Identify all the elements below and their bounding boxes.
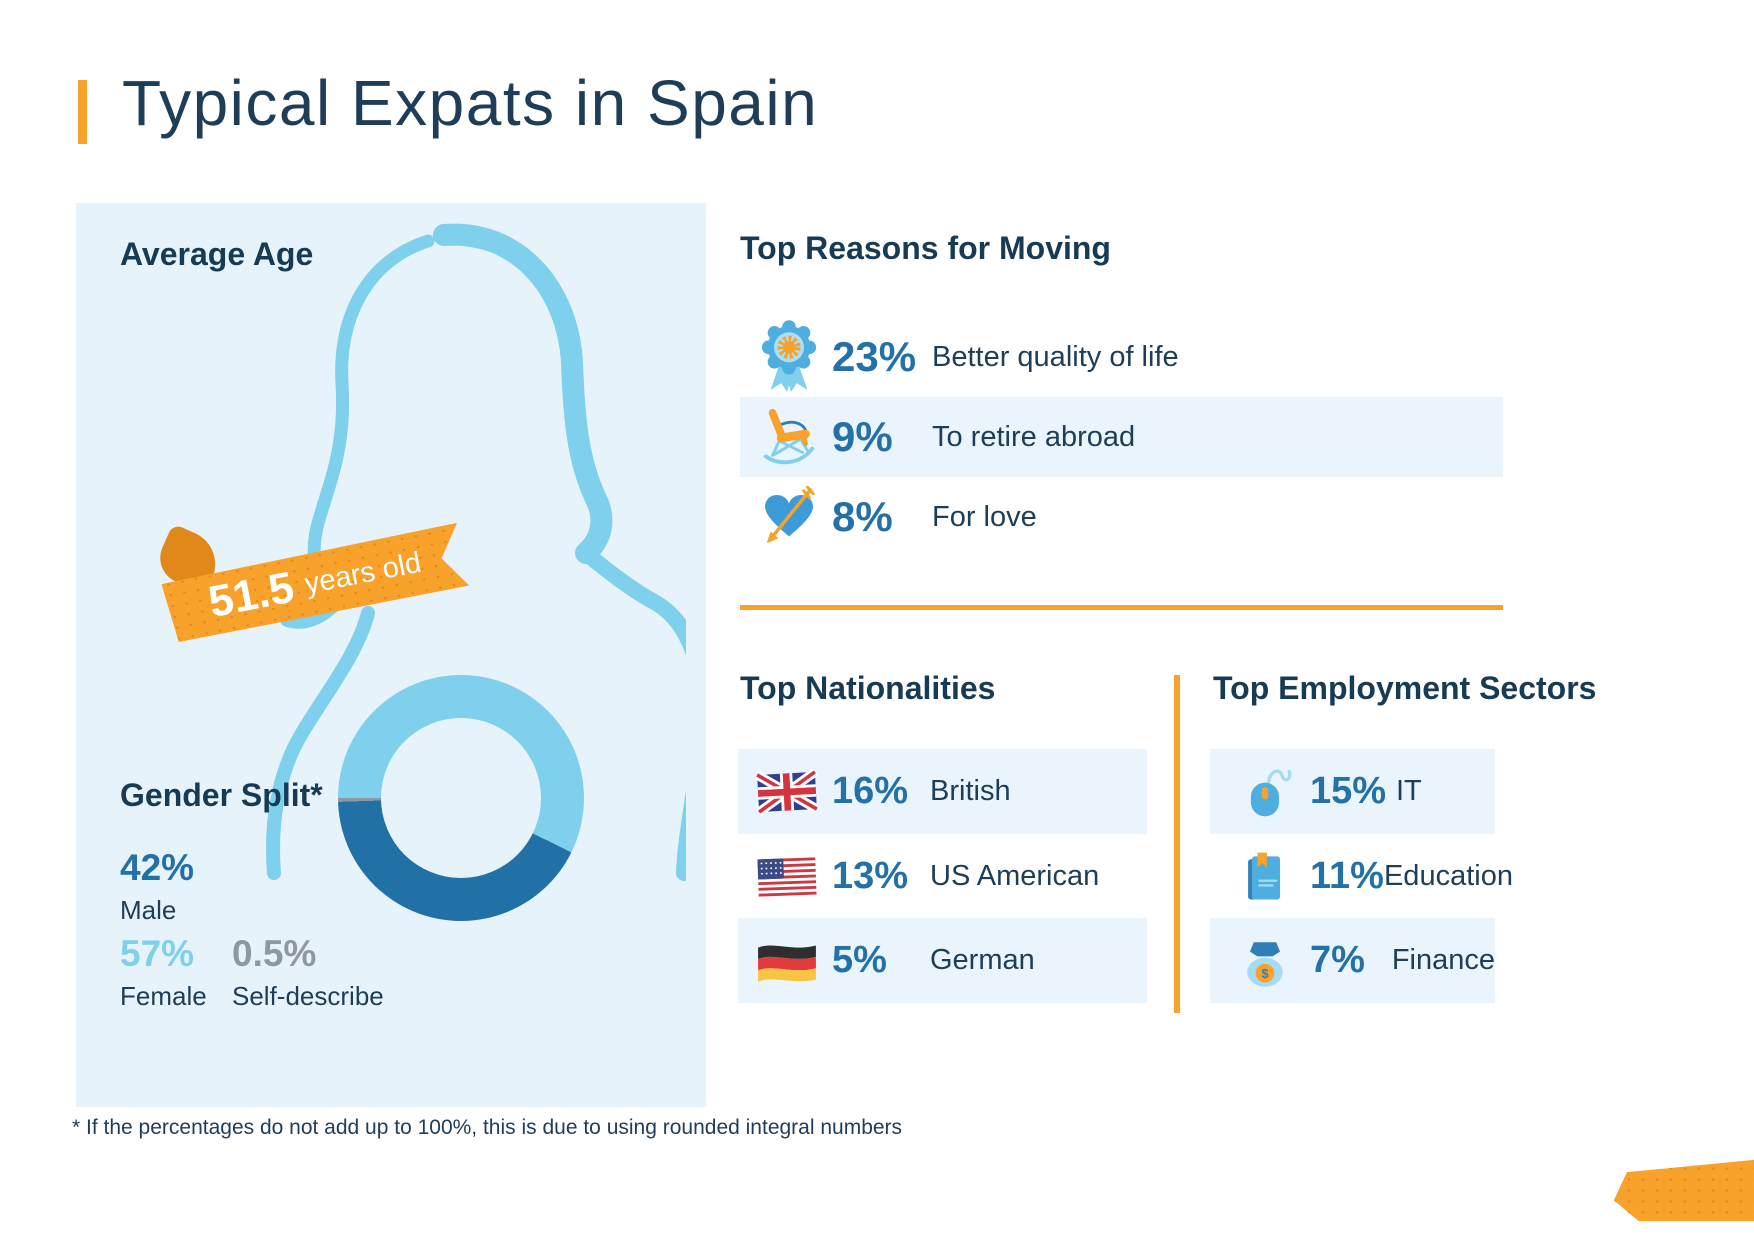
svg-text:$: $ (1261, 965, 1269, 980)
title-accent-bar (78, 80, 87, 144)
reason-row: 8% For love (740, 477, 1503, 557)
nationality-label: German (930, 944, 1035, 976)
rosette-icon (754, 320, 824, 394)
reason-label: For love (932, 500, 1037, 533)
reason-row: 23% Better quality of life (740, 317, 1503, 397)
book-icon (1230, 847, 1300, 907)
german-flag-icon (752, 938, 822, 984)
nationality-label: British (930, 775, 1011, 807)
gender-split-heading: Gender Split* (120, 777, 323, 813)
page-title: Typical Expats in Spain (122, 67, 819, 139)
sectors-heading: Top Employment Sectors (1213, 670, 1597, 706)
nationalities-heading: Top Nationalities (740, 670, 996, 706)
nationality-row: 5% German (738, 918, 1147, 1003)
corner-ribbon (1613, 1159, 1754, 1222)
male-label: Male (120, 895, 177, 925)
nationality-percent: 5% (832, 939, 887, 981)
uk-flag-icon (752, 768, 822, 815)
sector-percent: 7% (1310, 939, 1365, 981)
reason-row: 9% To retire abroad (740, 397, 1503, 477)
money-bag-icon: $ (1230, 931, 1300, 991)
gender-donut-chart (338, 675, 584, 921)
reason-percent: 9% (832, 413, 893, 460)
rocking-chair-icon (754, 406, 824, 468)
computer-mouse-icon (1230, 762, 1300, 822)
us-flag-icon (752, 854, 822, 900)
sector-label: Finance (1391, 944, 1495, 976)
reason-label: Better quality of life (932, 340, 1179, 373)
nationality-percent: 13% (832, 855, 909, 897)
male-percent: 42% (120, 847, 195, 888)
sector-percent: 15% (1310, 770, 1387, 812)
sector-row: 15% IT (1210, 749, 1495, 834)
sector-row: 11% Education (1210, 834, 1513, 919)
footnote: * If the percentages do not add up to 10… (72, 1116, 903, 1139)
average-age-heading: Average Age (120, 236, 314, 272)
nationality-label: US American (930, 860, 1100, 892)
average-age-unit: years old (302, 546, 424, 601)
sector-label: Education (1383, 860, 1513, 892)
reason-label: To retire abroad (932, 420, 1136, 453)
sectors-accent-bar (1174, 675, 1180, 1013)
self-describe-percent: 0.5% (232, 933, 317, 974)
sector-row: $ 7% Finance (1210, 918, 1495, 1003)
sector-label: IT (1396, 775, 1422, 807)
female-percent: 57% (120, 933, 195, 974)
nationality-row: 16% British (738, 749, 1147, 834)
average-age-value: 51.5 (204, 562, 298, 628)
nationality-percent: 16% (832, 770, 909, 812)
reasons-heading: Top Reasons for Moving (740, 230, 1111, 266)
sector-percent: 11% (1310, 855, 1384, 897)
self-describe-label: Self-describe (232, 981, 384, 1011)
section-divider (740, 605, 1503, 610)
female-label: Female (120, 981, 207, 1011)
nationality-row: 13% US American (738, 834, 1147, 919)
heart-arrow-icon (754, 486, 824, 548)
reason-percent: 8% (832, 493, 893, 540)
reason-percent: 23% (832, 333, 917, 380)
profile-panel: Average Age 51.5 years old Gender Split*… (76, 203, 706, 1107)
